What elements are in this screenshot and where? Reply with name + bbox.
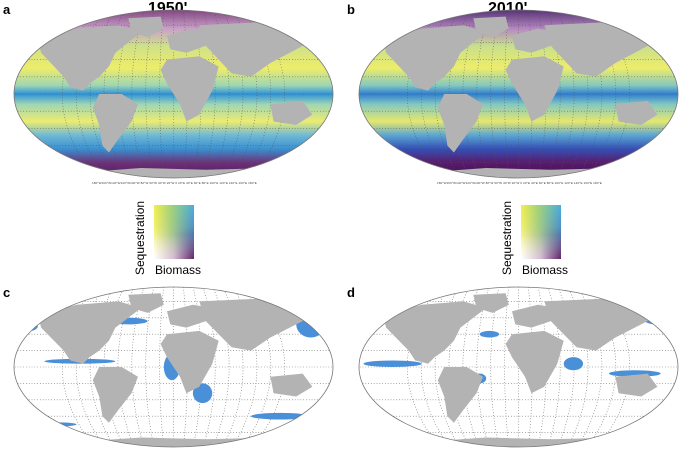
map-d-south-america-land — [437, 367, 483, 423]
map-border — [13, 286, 334, 448]
map-a-asia-land — [199, 21, 310, 77]
map-a-australia-land — [270, 100, 313, 125]
map-b-north-america-land — [382, 25, 487, 91]
map-a-south-america-land — [92, 94, 138, 153]
map-b-australia-land — [615, 100, 658, 125]
map-a-africa-land — [160, 56, 219, 122]
map-c-hotspot-region — [296, 311, 326, 338]
map-c-north-america-land — [37, 301, 142, 364]
map-b-lon-ticks: 180°W160°W140°W120°W100°W 80°W 60°W 40°W… — [437, 181, 602, 185]
map-a-north-america-land — [37, 25, 142, 91]
map-c-hotspots — [13, 286, 334, 448]
map-d-hotspots — [358, 286, 679, 448]
map-a-lon-ticks: 180°W160°W140°W120°W100°W 80°W 60°W 40°W… — [92, 181, 257, 185]
map-d-europe-land — [512, 304, 558, 328]
legend-colorbox-a — [154, 205, 194, 259]
map-b-asia-land — [544, 21, 655, 77]
panel-letter-d: d — [347, 285, 355, 300]
map-d-hotspot-region — [363, 360, 422, 367]
map-d-greenland-land — [473, 293, 509, 313]
map-border — [358, 286, 679, 448]
map-d-africa-land — [505, 330, 564, 394]
map-c-hotspot-region — [192, 383, 213, 404]
map-b-europe-land — [512, 28, 558, 53]
legend-y-label-a: Sequestration — [133, 200, 147, 275]
map-c-hotspot-region — [37, 422, 77, 427]
map-c-hotspot-region — [251, 412, 310, 420]
panel-letter-a: a — [3, 2, 11, 17]
legend-y-label-b: Sequestration — [500, 200, 514, 275]
map-c-asia-land — [199, 298, 310, 351]
map-b-greenland-land — [473, 16, 509, 38]
map-d-hotspot-region — [479, 330, 500, 338]
map-d-north-america-land — [382, 301, 487, 364]
panel-letter-b: b — [347, 2, 355, 17]
map-c-europe-land — [167, 304, 213, 328]
map-d-australia-land — [615, 373, 658, 397]
map-border — [13, 9, 334, 179]
map-c-hotspot-region — [21, 321, 38, 331]
map-a-greenland-land — [128, 16, 164, 38]
legend-x-label-a: Biomass — [155, 263, 202, 277]
panel-letter-c: c — [3, 285, 11, 300]
map-d-hotspot-region — [563, 357, 584, 371]
map-2010-biomass-sequestration — [358, 9, 679, 179]
map-b-south-america-land — [437, 94, 483, 153]
map-border — [358, 9, 679, 179]
legend-colorbox-b — [521, 205, 561, 259]
legend-x-label-b: Biomass — [522, 263, 569, 277]
map-d-asia-land — [544, 298, 655, 351]
map-c-greenland-land — [128, 293, 164, 313]
map-c-australia-land — [270, 373, 313, 397]
map-a-europe-land — [167, 28, 213, 53]
map-c-south-america-land — [92, 367, 138, 423]
map-b-africa-land — [505, 56, 564, 122]
map-1950-biomass-sequestration — [13, 9, 334, 179]
map-c-africa-land — [160, 330, 219, 394]
